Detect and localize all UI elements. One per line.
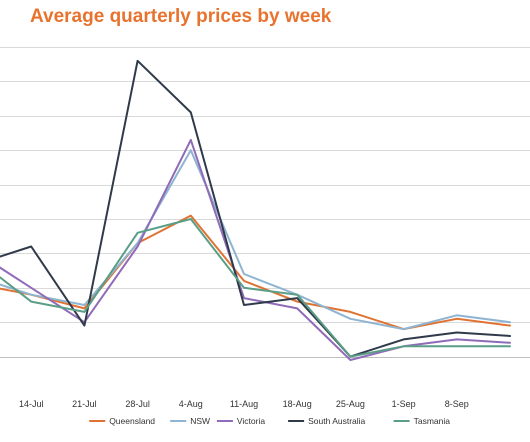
x-tick-label: 18-Aug: [283, 399, 312, 409]
x-tick-label: 25-Aug: [336, 399, 365, 409]
series-lines: [0, 59, 511, 361]
x-tick-label: 4-Aug: [179, 399, 203, 409]
x-tick-label: 14-Jul: [19, 399, 44, 409]
legend-label-queensland: Queensland: [109, 416, 155, 426]
series-line-victoria: [0, 138, 511, 361]
legend: Queensland NSW Victoria South Australia Tasm…: [89, 416, 450, 426]
series-line-nsw: [0, 149, 511, 331]
legend-label-south-australia: South Australia: [308, 416, 365, 426]
legend-label-tasmania: Tasmania: [414, 416, 451, 426]
series-line-south-australia: [0, 59, 511, 358]
series-line-tasmania: [0, 218, 511, 358]
x-tick-label: 21-Jul: [72, 399, 97, 409]
legend-label-nsw: NSW: [190, 416, 210, 426]
x-tick-label: 11-Aug: [230, 399, 258, 409]
gridlines: [0, 47, 530, 358]
x-axis-ticks: 14-Jul 21-Jul 28-Jul 4-Aug 11-Aug 18-Aug 25-Au…: [19, 399, 469, 409]
x-tick-label: 8-Sep: [445, 399, 469, 409]
legend-label-victoria: Victoria: [237, 416, 265, 426]
x-tick-label: 1-Sep: [392, 399, 416, 409]
chart-title: Average quarterly prices by week: [30, 6, 332, 27]
series-line-queensland: [0, 214, 511, 331]
x-tick-label: 28-Jul: [125, 399, 150, 409]
